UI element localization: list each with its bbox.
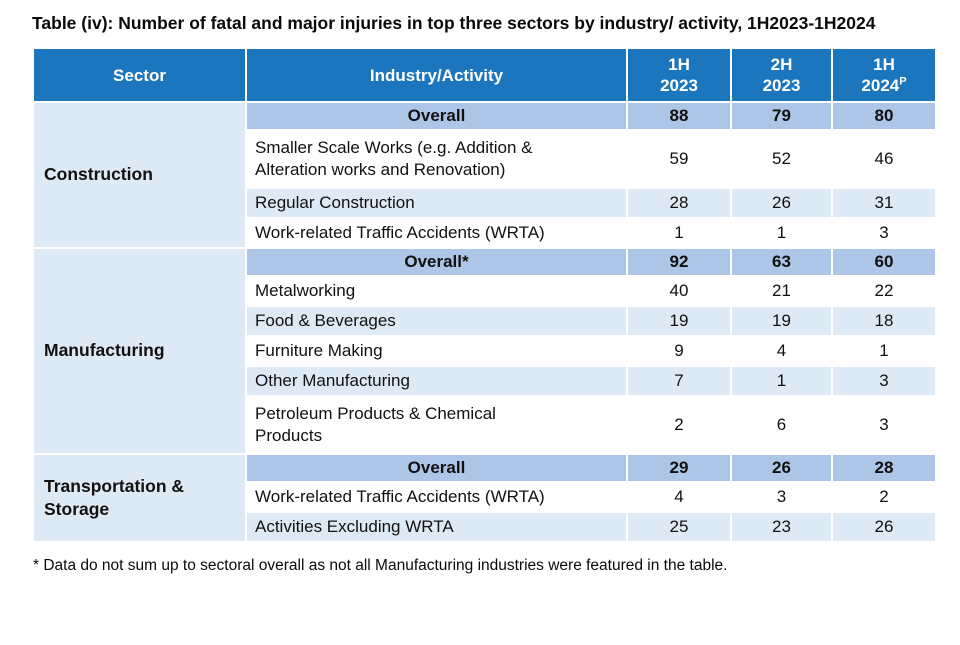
footnote: * Data do not sum up to sectoral overall… (33, 557, 728, 575)
value-cell: 63 (730, 247, 833, 278)
table-header: Sector Industry/Activity 1H 2023 2H 2023… (32, 47, 937, 104)
value-cell: 28 (831, 453, 937, 484)
header-row: Sector Industry/Activity 1H 2023 2H 2023… (32, 47, 937, 104)
row-label: Overall* (245, 247, 628, 278)
value-cell: 1 (626, 217, 732, 250)
value-cell: 18 (831, 305, 937, 338)
value-cell: 23 (730, 511, 833, 544)
value-cell: 3 (831, 217, 937, 250)
value-cell: 1 (730, 217, 833, 250)
value-cell: 22 (831, 275, 937, 308)
table-row-construction-overall: Construction Overall 88 79 80 (32, 101, 937, 250)
header-2h2023-label: 2H 2023 (762, 54, 801, 96)
row-label: Activities Excluding WRTA (245, 511, 628, 544)
table-row-other-manufacturing: Other Manufacturing 7 1 3 (33, 365, 937, 398)
table-body: Construction Overall 88 79 80 Smaller Sc… (32, 101, 937, 544)
row-label: Other Manufacturing (245, 365, 628, 398)
table-row-regular-construction: Regular Construction 28 26 31 (33, 187, 937, 220)
page-title: Table (iv): Number of fatal and major in… (32, 13, 876, 33)
value-cell: 3 (730, 481, 833, 514)
value-cell: 92 (626, 247, 732, 278)
value-cell: 26 (730, 187, 833, 220)
value-cell: 4 (626, 481, 732, 514)
header-1h2024-label: 1H 2024 (861, 54, 900, 96)
value-cell: 26 (831, 511, 937, 544)
sector-cell-construction: Construction (32, 101, 247, 250)
value-cell: 80 (831, 101, 937, 132)
row-label: Overall (245, 453, 628, 484)
row-label: Smaller Scale Works (e.g. Addition & Alt… (245, 129, 628, 190)
header-1h2023-label: 1H 2023 (660, 54, 698, 96)
value-cell: 3 (831, 395, 937, 456)
table-row-metalworking: Metalworking 40 21 22 (33, 275, 937, 308)
value-cell: 2 (626, 395, 732, 456)
injuries-table: Sector Industry/Activity 1H 2023 2H 2023… (32, 47, 937, 544)
row-label: Work-related Traffic Accidents (WRTA) (245, 481, 628, 514)
row-label: Furniture Making (245, 335, 628, 368)
row-label: Regular Construction (245, 187, 628, 220)
value-cell: 6 (730, 395, 833, 456)
value-cell: 21 (730, 275, 833, 308)
value-cell: 52 (730, 129, 833, 190)
header-1h2023: 1H 2023 (626, 47, 732, 104)
value-cell: 31 (831, 187, 937, 220)
row-label: Work-related Traffic Accidents (WRTA) (245, 217, 628, 250)
value-cell: 46 (831, 129, 937, 190)
value-cell: 19 (626, 305, 732, 338)
header-industry-activity: Industry/Activity (245, 47, 628, 104)
value-cell: 28 (626, 187, 732, 220)
value-cell: 60 (831, 247, 937, 278)
value-cell: 59 (626, 129, 732, 190)
table-row-activities-excluding-wrta: Activities Excluding WRTA 25 23 26 (33, 511, 937, 544)
table-row-construction-wrta: Work-related Traffic Accidents (WRTA) 1 … (33, 217, 937, 250)
table-row-transport-overall: Transportation & Storage Overall 29 26 2… (32, 453, 937, 544)
value-cell: 88 (626, 101, 732, 132)
value-cell: 79 (730, 101, 833, 132)
table-row-furniture-making: Furniture Making 9 4 1 (33, 335, 937, 368)
row-label: Petroleum Products & Chemical Products (245, 395, 628, 456)
header-sector: Sector (32, 47, 247, 104)
header-2h2023: 2H 2023 (730, 47, 833, 104)
value-cell: 26 (730, 453, 833, 484)
value-cell: 1 (831, 335, 937, 368)
value-cell: 3 (831, 365, 937, 398)
value-cell: 29 (626, 453, 732, 484)
value-cell: 2 (831, 481, 937, 514)
sector-cell-manufacturing: Manufacturing (32, 247, 247, 456)
row-label: Overall (245, 101, 628, 132)
value-cell: 9 (626, 335, 732, 368)
value-cell: 1 (730, 365, 833, 398)
table-row-petroleum-products: Petroleum Products & Chemical Products 2… (33, 395, 937, 456)
value-cell: 7 (626, 365, 732, 398)
table-row-food-beverages: Food & Beverages 19 19 18 (33, 305, 937, 338)
value-cell: 19 (730, 305, 833, 338)
header-1h2024-sup: P (899, 75, 907, 88)
header-1h2024: 1H 2024P (831, 47, 937, 104)
sector-cell-transportation-storage: Transportation & Storage (32, 453, 247, 544)
value-cell: 40 (626, 275, 732, 308)
table-row-smaller-scale-works: Smaller Scale Works (e.g. Addition & Alt… (33, 129, 937, 190)
row-label: Food & Beverages (245, 305, 628, 338)
value-cell: 25 (626, 511, 732, 544)
table-row-transport-wrta: Work-related Traffic Accidents (WRTA) 4 … (33, 481, 937, 514)
row-label: Metalworking (245, 275, 628, 308)
table-row-manufacturing-overall: Manufacturing Overall* 92 63 60 (32, 247, 937, 456)
value-cell: 4 (730, 335, 833, 368)
